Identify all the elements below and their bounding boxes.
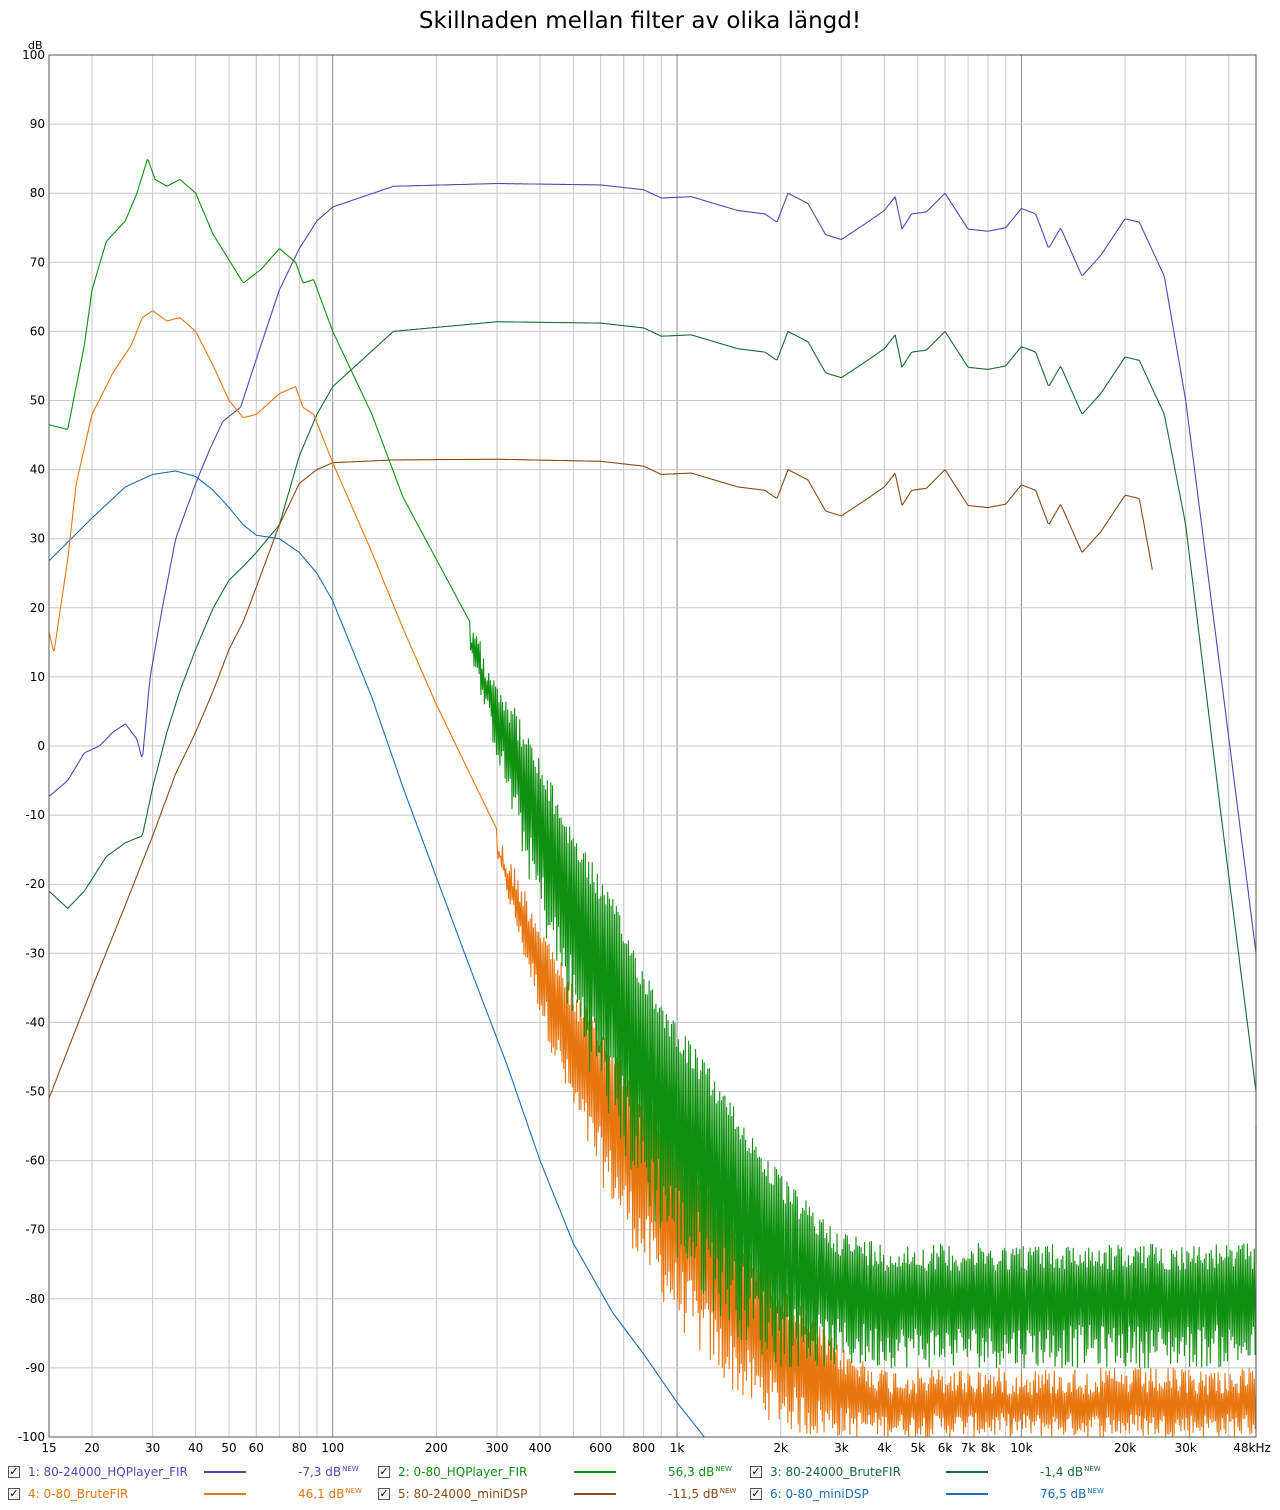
x-tick-label: 50 [221, 1441, 236, 1455]
x-tick-label: 200 [425, 1441, 448, 1455]
y-tick-label: 70 [30, 255, 45, 269]
x-tick-label: 20 [84, 1441, 99, 1455]
y-tick-label: -10 [25, 808, 45, 822]
x-tick-label: 80 [292, 1441, 307, 1455]
x-tick-label: 400 [529, 1441, 552, 1455]
x-tick-label: 1k [670, 1441, 685, 1455]
legend: ✓ 1: 80-24000_HQPlayer_FIR -7,3 dBNEW ✓ … [0, 1460, 1280, 1510]
y-tick-label: 40 [30, 463, 45, 477]
x-tick-label: 20k [1114, 1441, 1136, 1455]
y-tick-label: 50 [30, 394, 45, 408]
x-tick-label: 100 [321, 1441, 344, 1455]
legend-item-3[interactable]: ✓ 3: 80-24000_BruteFIR -1,4 dBNEW [750, 1462, 1101, 1482]
legend-value-2: 56,3 dBNEW [668, 1465, 732, 1479]
x-tick-label: 8k [981, 1441, 996, 1455]
legend-swatch-2 [574, 1471, 616, 1473]
y-tick-label: -70 [25, 1223, 45, 1237]
y-tick-label: -60 [25, 1154, 45, 1168]
legend-swatch-4 [204, 1493, 246, 1495]
legend-swatch-1 [204, 1471, 246, 1473]
legend-checkbox-1[interactable]: ✓ [8, 1465, 20, 1478]
y-tick-label: -50 [25, 1085, 45, 1099]
y-tick-label: -80 [25, 1292, 45, 1306]
legend-checkbox-2[interactable]: ✓ [378, 1465, 390, 1478]
legend-swatch-5 [574, 1493, 616, 1495]
legend-label-3: 3: 80-24000_BruteFIR [770, 1465, 901, 1479]
x-tick-label: 10k [1010, 1441, 1032, 1455]
y-tick-label: 80 [30, 186, 45, 200]
legend-checkbox-3[interactable]: ✓ [750, 1465, 762, 1478]
x-tick-label: 60 [249, 1441, 264, 1455]
series-line-4 [48, 310, 1257, 1438]
y-tick-label: -100 [18, 1430, 45, 1444]
legend-item-6[interactable]: ✓ 6: 0-80_miniDSP 76,5 dBNEW [750, 1484, 1104, 1504]
y-tick-label: -90 [25, 1361, 45, 1375]
frequency-response-chart: Skillnaden mellan filter av olika längd!… [18, 8, 1271, 1455]
x-tick-label: 30 [145, 1441, 160, 1455]
x-tick-label: 3k [834, 1441, 849, 1455]
axes: 1009080706050403020100-10-20-30-40-50-60… [18, 48, 1271, 1455]
x-tick-label: 2k [773, 1441, 788, 1455]
series-line-6 [48, 470, 705, 1438]
y-tick-label: 90 [30, 117, 45, 131]
legend-item-1[interactable]: ✓ 1: 80-24000_HQPlayer_FIR -7,3 dBNEW [8, 1462, 359, 1482]
series-group [48, 159, 1257, 1438]
legend-label-5: 5: 80-24000_miniDSP [398, 1487, 528, 1501]
series-line-2 [48, 159, 1257, 1369]
legend-item-2[interactable]: ✓ 2: 0-80_HQPlayer_FIR 56,3 dBNEW [378, 1462, 732, 1482]
x-tick-label: 6k [938, 1441, 953, 1455]
legend-label-6: 6: 0-80_miniDSP [770, 1487, 869, 1501]
x-tick-label: 300 [486, 1441, 509, 1455]
legend-label-2: 2: 0-80_HQPlayer_FIR [398, 1465, 528, 1479]
legend-swatch-6 [946, 1493, 988, 1495]
legend-checkbox-5[interactable]: ✓ [378, 1487, 390, 1500]
legend-swatch-3 [946, 1471, 988, 1473]
x-tick-label: 5k [910, 1441, 925, 1455]
y-tick-label: 60 [30, 324, 45, 338]
y-axis-unit-label: dB [28, 39, 43, 52]
y-tick-label: 10 [30, 670, 45, 684]
legend-item-5[interactable]: ✓ 5: 80-24000_miniDSP -11,5 dBNEW [378, 1484, 737, 1504]
legend-value-3: -1,4 dBNEW [1040, 1465, 1101, 1479]
grid [49, 54, 1256, 1438]
y-tick-label: 0 [37, 739, 45, 753]
plot-frame [48, 54, 1257, 1438]
legend-item-4[interactable]: ✓ 4: 0-80_BruteFIR 46,1 dBNEW [8, 1484, 362, 1504]
x-tick-label: 4k [877, 1441, 892, 1455]
x-tick-label: 600 [589, 1441, 612, 1455]
x-tick-label: 800 [632, 1441, 655, 1455]
series-line-5 [48, 458, 1153, 1099]
legend-label-4: 4: 0-80_BruteFIR [28, 1487, 129, 1501]
legend-value-4: 46,1 dBNEW [298, 1487, 362, 1501]
legend-value-6: 76,5 dBNEW [1040, 1487, 1104, 1501]
series-line-1 [48, 182, 1257, 954]
y-tick-label: -40 [25, 1015, 45, 1029]
x-tick-label: 40 [188, 1441, 203, 1455]
x-tick-label: 7k [961, 1441, 976, 1455]
legend-checkbox-6[interactable]: ✓ [750, 1487, 762, 1500]
legend-checkbox-4[interactable]: ✓ [8, 1487, 20, 1500]
series-line-3 [48, 321, 1257, 1092]
legend-label-1: 1: 80-24000_HQPlayer_FIR [28, 1465, 188, 1479]
legend-value-5: -11,5 dBNEW [668, 1487, 737, 1501]
y-tick-label: 30 [30, 532, 45, 546]
y-tick-label: -20 [25, 877, 45, 891]
x-tick-label: 48kHz [1233, 1441, 1271, 1455]
x-tick-label: 30k [1175, 1441, 1197, 1455]
y-tick-label: 20 [30, 601, 45, 615]
chart-title: Skillnaden mellan filter av olika längd! [419, 8, 861, 34]
x-tick-label: 15 [41, 1441, 56, 1455]
y-tick-label: 100 [22, 48, 45, 62]
legend-value-1: -7,3 dBNEW [298, 1465, 359, 1479]
y-tick-label: -30 [25, 946, 45, 960]
